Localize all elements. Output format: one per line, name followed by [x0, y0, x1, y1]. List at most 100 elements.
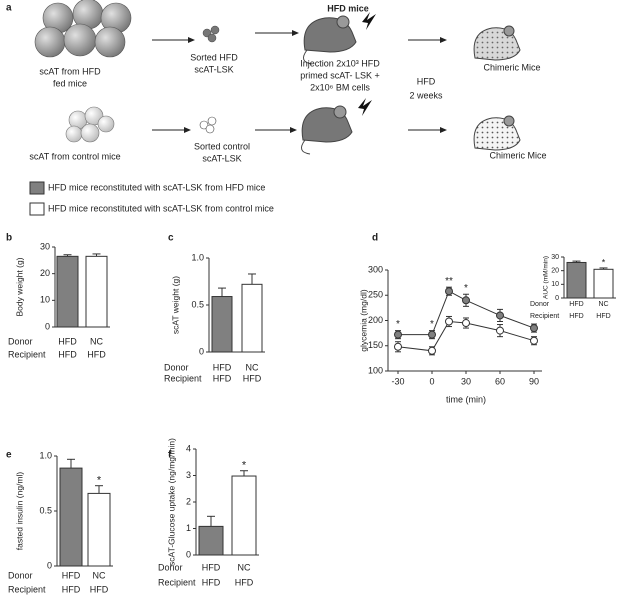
hfd-fat-cluster	[34, 0, 132, 58]
category-label: HFD	[569, 301, 583, 308]
y-tick-label: 1.0	[39, 450, 52, 460]
label: scAT-LSK	[194, 64, 233, 74]
significance: *	[242, 460, 247, 472]
point	[496, 311, 504, 320]
category-label: HFD	[62, 584, 81, 594]
y-axis-label: AUC (mM/min)	[543, 256, 550, 299]
bar	[241, 283, 263, 353]
category-label: NC	[90, 336, 103, 346]
y-tick-label: 0	[199, 346, 204, 356]
point	[394, 342, 402, 351]
y-axis-label: scAT-Glucose uptake (ng/mg/min)	[166, 438, 176, 566]
bar	[198, 525, 224, 556]
significance: *	[396, 319, 400, 330]
mouse-hfd	[300, 98, 372, 155]
y-tick-label: 20	[551, 268, 559, 275]
y-tick-label: 10	[551, 281, 559, 288]
y-tick-label: 3	[186, 470, 191, 480]
y-axis-label: fasted insulin (ng/ml)	[14, 472, 24, 551]
category-label: HFD	[243, 373, 262, 383]
bar	[85, 255, 108, 328]
label: Sorted HFD	[190, 52, 238, 62]
hfd-cells	[202, 25, 220, 43]
category-label: HFD	[235, 577, 254, 587]
y-tick-label: 200	[368, 315, 383, 325]
category-label: HFD	[213, 373, 232, 383]
category-label: HFD	[202, 562, 221, 572]
bar	[87, 492, 111, 567]
category-label: HFD	[213, 362, 232, 372]
y-tick-label: 30	[40, 241, 50, 251]
x-tick-label: -30	[391, 376, 404, 386]
y-tick-label: 150	[368, 340, 383, 350]
point	[462, 296, 470, 305]
bar	[566, 261, 587, 299]
category-label: HFD	[58, 336, 77, 346]
point	[394, 330, 402, 339]
y-tick-label: 0.5	[39, 505, 52, 515]
category-label: HFD	[202, 577, 221, 587]
category-label: HFD	[87, 349, 106, 359]
y-tick-label: 0	[47, 560, 52, 570]
bar	[56, 255, 79, 328]
x-tick-label: 30	[461, 376, 471, 386]
panel-a: a scAT from HFD fed mice Sorted HFD scAT…	[6, 0, 547, 216]
category-label: NC	[93, 570, 106, 580]
label: Chimeric Mice	[483, 62, 540, 72]
category-label: HFD	[596, 313, 610, 320]
y-axis-label: Body weight (g)	[14, 257, 24, 316]
panel-letter: e	[6, 450, 12, 461]
y-tick-label: 10	[40, 295, 50, 305]
y-axis-label: glycemia (mg/dl)	[358, 289, 368, 352]
y-tick-label: 1	[186, 523, 191, 533]
bar	[593, 268, 614, 299]
panel-letter: f	[168, 450, 172, 461]
category-label: HFD	[58, 349, 77, 359]
label: scAT-LSK	[202, 153, 241, 163]
category-label: NC	[598, 301, 608, 308]
control-cells	[199, 116, 217, 134]
y-tick-label: 0	[45, 321, 50, 331]
y-tick-label: 0	[186, 549, 191, 559]
bar	[59, 467, 83, 567]
point	[445, 317, 453, 326]
label: Injection 2x10³ HFD	[300, 58, 380, 68]
mouse-chimeric	[473, 115, 521, 151]
x-tick-label: 90	[529, 376, 539, 386]
label: Chimeric Mice	[489, 150, 546, 160]
significance: *	[430, 319, 434, 330]
point	[445, 287, 453, 296]
y-tick-label: 100	[368, 365, 383, 375]
y-tick-label: 0.5	[191, 299, 204, 309]
row-label: Recipient	[158, 577, 196, 587]
significance: *	[464, 283, 468, 294]
point	[428, 330, 436, 339]
panel-letter: b	[6, 233, 12, 244]
point	[496, 326, 504, 335]
panel-letter: d	[372, 233, 378, 244]
label: HFD	[417, 76, 436, 86]
label: HFD mice	[327, 3, 369, 13]
row-label: Donor	[158, 562, 183, 572]
y-tick-label: 0	[555, 295, 559, 302]
row-label: Donor	[530, 301, 550, 308]
point	[462, 319, 470, 328]
row-label: Recipient	[8, 349, 46, 359]
y-tick-label: 300	[368, 264, 383, 274]
legend-swatch	[29, 202, 45, 216]
y-tick-label: 30	[551, 254, 559, 261]
category-label: NC	[246, 362, 259, 372]
category-label: HFD	[90, 584, 109, 594]
y-tick-label: 250	[368, 290, 383, 300]
y-tick-label: 1.0	[191, 252, 204, 262]
label: fed mice	[53, 78, 87, 88]
mouse-chimeric	[473, 25, 521, 61]
row-label: Donor	[164, 362, 189, 372]
category-label: HFD	[62, 570, 81, 580]
category-label: HFD	[569, 313, 583, 320]
y-tick-label: 2	[186, 496, 191, 506]
label: scAT from control mice	[29, 151, 120, 161]
row-label: Donor	[8, 336, 33, 346]
y-tick-label: 20	[40, 268, 50, 278]
